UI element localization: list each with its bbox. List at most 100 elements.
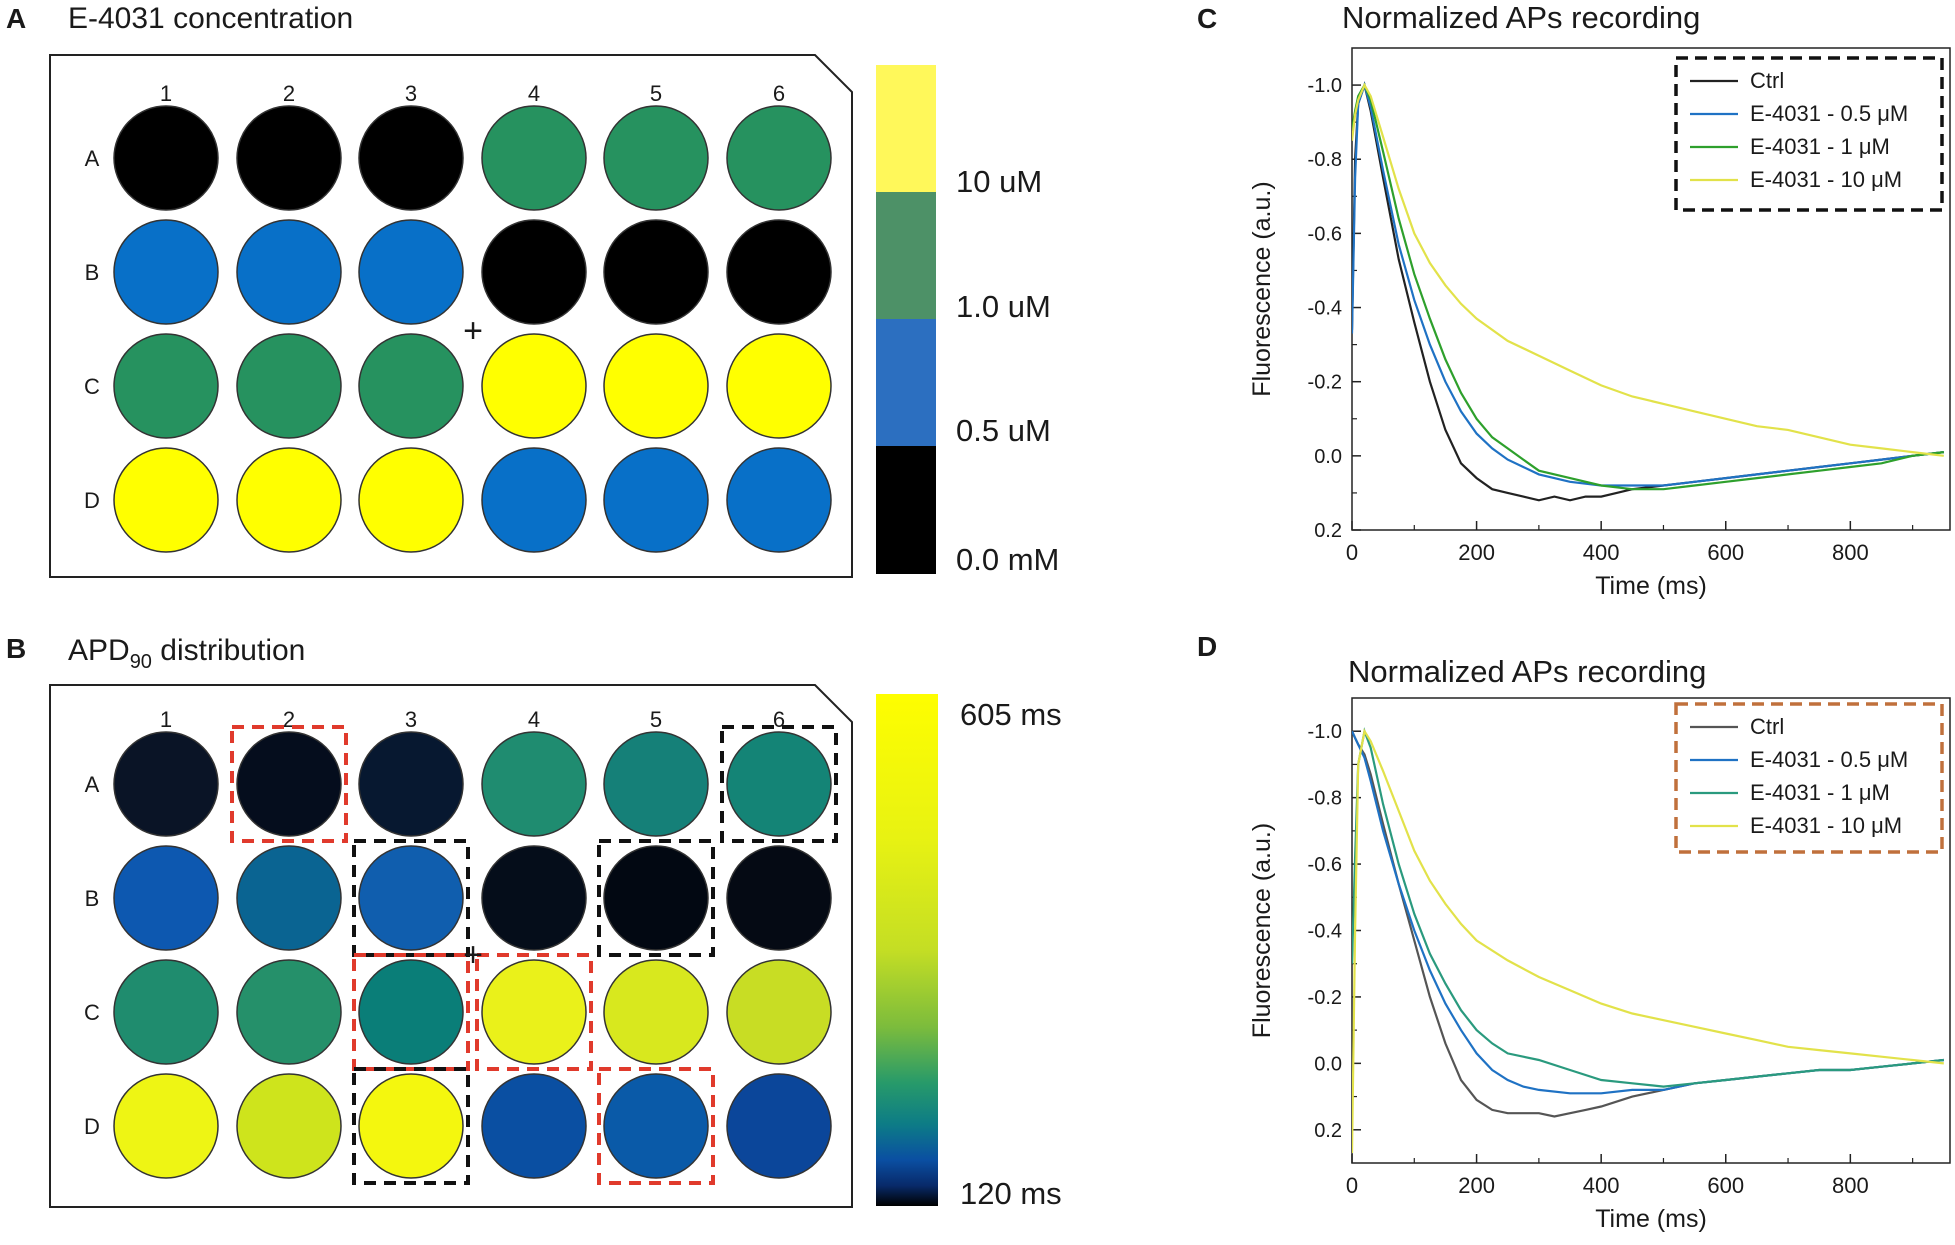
panel-letter-a: A: [6, 3, 26, 34]
chart-0-series-line-1: [1352, 81, 1944, 487]
chart-0-xlabel: Time (ms): [1595, 572, 1707, 600]
plate-a-col-label-3: 3: [405, 81, 417, 106]
plate-a-well-B5: [603, 219, 709, 325]
plate-b-well-A3: [358, 731, 464, 837]
plate-a-well-B2: [236, 219, 342, 325]
plate-a-well-D6: [726, 447, 832, 553]
plate-a-well-A6: [726, 105, 832, 211]
chart-1-legend-label-1: E-4031 - 0.5 μM: [1750, 747, 1908, 772]
plate-a-well-A1: [113, 105, 219, 211]
plate-a-well-A4: [481, 105, 587, 211]
well-plate-a: 1 2 3 4 5 6 A B C D: [84, 81, 832, 553]
chart-1-ytick-label-3: -0.4: [1308, 921, 1342, 943]
apd-color-scale: [876, 694, 938, 1206]
chart-0-xtick-label-800: 800: [1832, 540, 1869, 565]
plate-b-col-label-4: 4: [528, 707, 540, 732]
chart-1-ytick-label-0: -1.0: [1308, 721, 1342, 743]
chart-1-legend-label-2: E-4031 - 1 μM: [1750, 780, 1890, 805]
plate-a-well-A2: [236, 105, 342, 211]
plate-a-row-label-C: C: [84, 374, 100, 399]
plate-b-well-C2: [236, 959, 342, 1065]
panel-a-title: E-4031 concentration: [68, 2, 353, 35]
plate-b-well-A1: [113, 731, 219, 837]
plate-a-well-D4: [481, 447, 587, 553]
chart-1-legend-label-3: E-4031 - 10 μM: [1750, 813, 1902, 838]
plate-b-well-C3: [358, 959, 464, 1065]
chart-1-xlabel: Time (ms): [1595, 1205, 1707, 1233]
chart-0-xtick-label-600: 600: [1707, 540, 1744, 565]
chart-0-ytick-label-0: -1.0: [1308, 75, 1342, 97]
panel-letter-b: B: [6, 633, 26, 664]
plate-a-well-D2: [236, 447, 342, 553]
plate-a-col-label-5: 5: [650, 81, 662, 106]
plate-b-dashed-box-B3: [352, 839, 470, 957]
chart-1-xtick-label-800: 800: [1832, 1173, 1869, 1198]
plate-center-mark-a: +: [463, 312, 483, 350]
panel-a: A E-4031 concentration 1 2 3 4 5 6 A B C D + 10 u…: [6, 2, 1059, 578]
plate-b-row-label-C: C: [84, 1000, 100, 1025]
plate-a-col-label-4: 4: [528, 81, 540, 106]
legend-swatch-1uM: [876, 192, 936, 319]
chart-1-ytick-label-1: -0.8: [1308, 788, 1342, 810]
panel-d: D Normalized APs recording 0 200 400 600 800…: [1197, 631, 1951, 1233]
plate-b-dashed-box-C3: [352, 953, 470, 1071]
plate-b-well-B3: [358, 845, 464, 951]
plate-a-well-C1: [113, 333, 219, 439]
chart-1-xtick-label-200: 200: [1458, 1173, 1495, 1198]
plate-b-well-A6: [726, 731, 832, 837]
plate-a-well-C5: [603, 333, 709, 439]
plate-b-dashed-box-D5: [597, 1067, 715, 1185]
plate-b-well-B6: [726, 845, 832, 951]
chart-0-ytick-label-2: -0.6: [1308, 223, 1342, 245]
plate-a-well-D3: [358, 447, 464, 553]
plate-b-well-D2: [236, 1073, 342, 1179]
plate-a-row-label-A: A: [85, 146, 100, 171]
panel-b-title-sub: 90: [130, 651, 152, 673]
plate-b-col-label-5: 5: [650, 707, 662, 732]
chart-0-ytick-label-1: -0.8: [1308, 149, 1342, 171]
chart-0-legend-label-3: E-4031 - 10 μM: [1750, 167, 1902, 192]
plate-a-well-D1: [113, 447, 219, 553]
chart-1-ytick-label-5: 0.0: [1314, 1053, 1342, 1075]
panel-c: C Normalized APs recording 0 200 400 600 800…: [1197, 0, 1951, 600]
plate-a-row-label-D: D: [84, 488, 100, 513]
chart-d: 0 200 400 600 800 -1.0 -0.8 -0.6 -0.4 -0.2 0.0 0.2 T…: [1248, 697, 1951, 1233]
plate-a-well-C3: [358, 333, 464, 439]
plate-b-well-C1: [113, 959, 219, 1065]
plate-b-row-label-A: A: [85, 772, 100, 797]
chart-0-ytick-label-4: -0.2: [1308, 372, 1342, 394]
plate-b-row-label-D: D: [84, 1114, 100, 1139]
chart-0-series-line-3: [1352, 82, 1944, 457]
chart-0-ylabel: Fluorescence (a.u.): [1248, 181, 1276, 396]
plate-b-well-A4: [481, 731, 587, 837]
plate-b-well-A5: [603, 731, 709, 837]
plate-b-well-B1: [113, 845, 219, 951]
chart-0-legend-label-2: E-4031 - 1 μM: [1750, 134, 1890, 159]
plate-a-well-A3: [358, 105, 464, 211]
plate-a-well-B6: [726, 219, 832, 325]
panel-b-title: APD90 distribution: [68, 634, 305, 673]
plate-a-row-label-B: B: [85, 260, 100, 285]
chart-0-ytick-label-6: 0.2: [1314, 520, 1342, 542]
chart-c: 0 200 400 600 800 -1.0 -0.8 -0.6 -0.4 -0.2 0.0 0.2 T…: [1248, 47, 1951, 600]
chart-1-xtick-label-600: 600: [1707, 1173, 1744, 1198]
chart-0-series-line-2: [1352, 82, 1944, 491]
chart-0-ytick-label-5: 0.0: [1314, 446, 1342, 468]
concentration-legend: 10 uM 1.0 uM 0.5 uM 0.0 mM: [876, 65, 1059, 577]
chart-1-xtick-label-0: 0: [1346, 1173, 1358, 1198]
chart-1-ytick-label-6: 0.2: [1314, 1120, 1342, 1142]
plate-b-dashed-box-C4: [475, 953, 593, 1071]
legend-swatch-0mM: [876, 446, 936, 574]
legend-label-0mM: 0.0 mM: [956, 542, 1059, 577]
plate-b-dashed-box-B5: [597, 839, 715, 957]
plate-b-dashed-box-A2: [230, 725, 348, 843]
legend-swatch-05uM: [876, 319, 936, 446]
plate-b-row-label-B: B: [85, 886, 100, 911]
plate-a-well-C4: [481, 333, 587, 439]
apd-scale-max-label: 605 ms: [960, 697, 1062, 732]
plate-a-well-D5: [603, 447, 709, 553]
chart-1-ytick-label-2: -0.6: [1308, 854, 1342, 876]
plate-center-mark-b: +: [463, 936, 483, 974]
